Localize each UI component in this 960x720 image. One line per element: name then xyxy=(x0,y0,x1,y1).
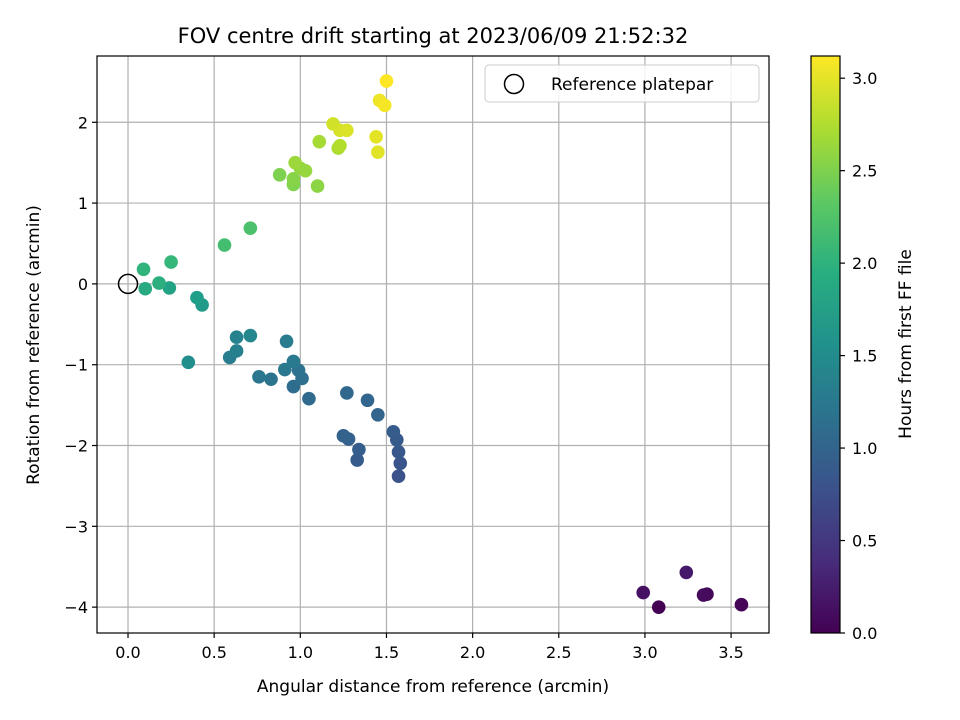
colorbar-tick-label: 0.5 xyxy=(852,532,877,551)
x-tick-label: 1.5 xyxy=(374,643,399,662)
scatter-point xyxy=(371,408,385,422)
scatter-point xyxy=(136,262,151,277)
y-tick-label: −1 xyxy=(64,356,88,375)
chart-title: FOV centre drift starting at 2023/06/09 … xyxy=(178,24,689,48)
x-tick-label: 0.0 xyxy=(115,643,140,662)
y-tick-label: 0 xyxy=(78,275,88,294)
scatter-point xyxy=(696,588,711,602)
scatter-point xyxy=(138,281,153,296)
scatter-point xyxy=(369,130,383,144)
scatter-point xyxy=(288,155,302,170)
colorbar-tick-label: 1.5 xyxy=(852,347,877,366)
x-tick-label: 2.0 xyxy=(460,643,485,662)
x-tick-label: 1.0 xyxy=(288,643,313,662)
scatter-point xyxy=(350,453,364,467)
scatter-point xyxy=(229,330,244,345)
y-tick-label: −3 xyxy=(64,517,88,536)
grid xyxy=(97,56,769,633)
x-tick-label: 0.5 xyxy=(201,643,226,662)
scatter-point xyxy=(360,393,375,408)
legend-entry: Reference platepar xyxy=(551,75,713,95)
scatter-point xyxy=(272,167,287,182)
scatter-point xyxy=(164,255,178,269)
y-tick-label: −4 xyxy=(64,598,88,617)
scatter-point xyxy=(391,469,406,484)
scatter-point xyxy=(636,585,651,600)
scatter-point xyxy=(352,442,366,457)
reference-marker xyxy=(117,273,139,295)
colorbar-tick-label: 2.0 xyxy=(852,254,877,273)
scatter-point xyxy=(734,597,749,612)
x-tick-label: 2.5 xyxy=(546,643,571,662)
scatter-point xyxy=(333,138,347,153)
y-tick-label: 2 xyxy=(78,113,88,132)
colorbar-tick-label: 2.5 xyxy=(852,162,877,181)
scatter-point xyxy=(286,354,301,369)
y-tick-label: 1 xyxy=(78,194,88,213)
scatter-point xyxy=(312,134,327,149)
x-tick-label: 3.0 xyxy=(632,643,657,662)
y-tick-label: −2 xyxy=(64,437,88,456)
scatter-point xyxy=(391,445,406,459)
scatter-point xyxy=(393,456,408,471)
scatter-point xyxy=(336,429,351,443)
scatter-point xyxy=(217,238,232,252)
scatter-point xyxy=(286,172,301,186)
scatter-point xyxy=(243,328,258,343)
scatter-point xyxy=(386,424,401,439)
scatter-points xyxy=(136,74,749,614)
x-axis-ticks: 0.0 0.5 1.0 1.5 2.0 2.5 3.0 3.5 xyxy=(115,633,744,662)
scatter-point xyxy=(371,145,385,159)
scatter-point xyxy=(152,276,166,290)
colorbar-tick-label: 0.0 xyxy=(852,624,877,643)
scatter-point xyxy=(243,221,258,235)
scatter-point xyxy=(252,370,266,384)
legend: Reference platepar xyxy=(484,64,760,103)
colorbar-frame xyxy=(810,55,841,634)
scatter-point xyxy=(302,391,316,406)
colorbar-label: Hours from first FF file xyxy=(896,249,916,439)
scatter-point xyxy=(679,565,694,580)
scatter-point xyxy=(181,355,196,370)
scatter-point xyxy=(279,334,294,349)
scatter-point xyxy=(162,281,177,295)
legend-box xyxy=(484,64,760,103)
scatter-point xyxy=(651,600,666,614)
scatter-point xyxy=(229,344,244,358)
scatter-point xyxy=(264,372,278,387)
colorbar-tick-label: 1.0 xyxy=(852,439,877,458)
colorbar-tick-label: 3.0 xyxy=(852,69,877,88)
x-axis-label: Angular distance from reference (arcmin) xyxy=(257,677,609,697)
scatter-point xyxy=(379,74,394,88)
scatter-point xyxy=(286,379,301,394)
legend-marker xyxy=(503,73,525,95)
plot-frame xyxy=(96,55,770,634)
colorbar xyxy=(811,56,840,633)
scatter-point xyxy=(377,98,392,113)
scatter-point xyxy=(298,163,313,178)
scatter-point xyxy=(190,290,204,305)
scatter-point xyxy=(278,362,292,377)
scatter-point xyxy=(340,123,354,138)
y-axis-label: Rotation from reference (arcmin) xyxy=(24,205,44,485)
scatter-point xyxy=(310,179,325,193)
x-tick-label: 3.5 xyxy=(718,643,743,662)
colorbar-ticks: 0.0 0.5 1.0 1.5 2.0 2.5 3.0 xyxy=(840,69,877,643)
reference-point xyxy=(117,273,139,295)
y-axis-ticks: 2 1 0 −1 −2 −3 −4 xyxy=(64,113,97,617)
scatter-point xyxy=(340,386,354,400)
